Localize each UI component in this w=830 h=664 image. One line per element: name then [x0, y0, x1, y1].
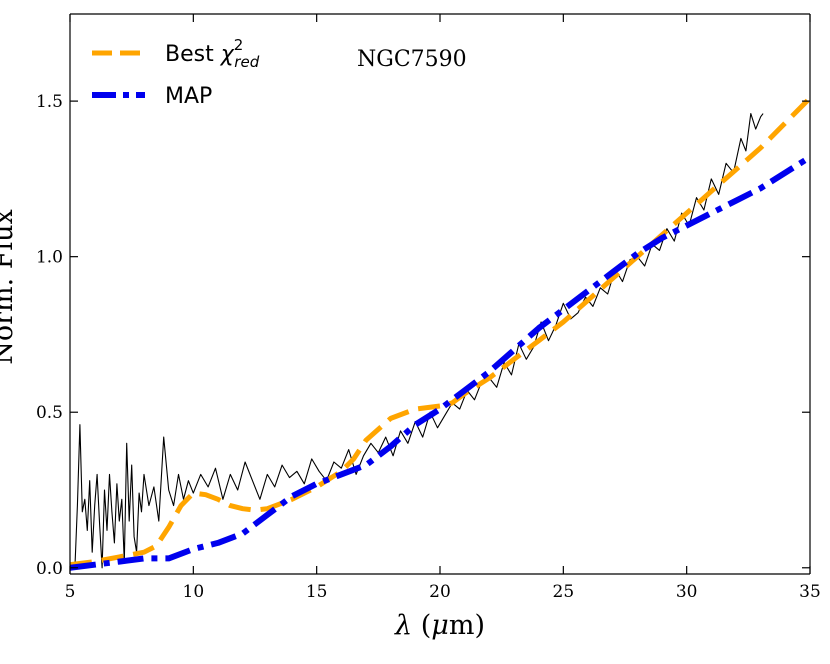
plot-area — [70, 14, 810, 574]
legend-label: MAP — [165, 84, 212, 109]
x-tick-label: 10 — [183, 582, 205, 602]
y-axis-title: Norm. Flux — [0, 209, 19, 365]
series-map — [70, 154, 810, 571]
x-tick-label: 30 — [676, 582, 698, 602]
x-tick-label: 15 — [306, 582, 328, 602]
x-tick-label: 20 — [429, 582, 451, 602]
x-tick-label: 25 — [553, 582, 575, 602]
x-axis-title: λ (μm) — [394, 610, 485, 641]
y-tick-label: 1.0 — [36, 248, 63, 268]
x-tick-label: 35 — [799, 582, 821, 602]
y-tick-label: 1.5 — [36, 92, 63, 112]
legend-label: Best χ2 red — [165, 36, 260, 71]
y-tick-label: 0.5 — [36, 403, 63, 423]
x-tick-label: 5 — [65, 582, 76, 602]
annotation-text: NGC7590 — [357, 47, 467, 72]
y-tick-label: 0.0 — [36, 559, 63, 579]
